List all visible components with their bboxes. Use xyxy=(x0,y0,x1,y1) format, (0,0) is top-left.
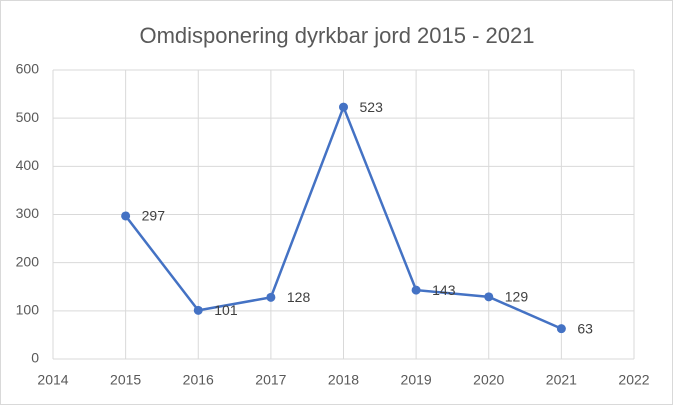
data-point xyxy=(339,102,348,112)
x-tick-label: 2021 xyxy=(546,372,577,388)
y-tick-label: 400 xyxy=(16,157,40,173)
data-point xyxy=(484,292,494,302)
data-label: 101 xyxy=(214,302,238,318)
y-tick-label: 300 xyxy=(16,205,40,221)
x-tick-label: 2016 xyxy=(183,372,214,388)
y-tick-label: 200 xyxy=(16,253,40,269)
x-tick-label: 2022 xyxy=(618,372,649,388)
data-point xyxy=(411,285,421,295)
data-label: 143 xyxy=(432,282,456,298)
y-tick-label: 600 xyxy=(16,61,40,77)
data-label: 129 xyxy=(505,289,529,305)
x-tick-label: 2014 xyxy=(37,372,68,388)
data-label: 63 xyxy=(577,320,593,336)
data-point xyxy=(193,305,203,315)
data-label: 297 xyxy=(142,208,166,224)
x-tick-label: 2017 xyxy=(255,372,286,388)
data-label: 523 xyxy=(360,99,384,115)
y-tick-label: 0 xyxy=(31,350,39,366)
y-tick-label: 500 xyxy=(16,109,40,125)
x-tick-label: 2020 xyxy=(473,372,504,388)
x-tick-label: 2015 xyxy=(110,372,141,388)
x-tick-label: 2019 xyxy=(401,372,432,388)
data-point xyxy=(121,211,131,221)
x-tick-label: 2018 xyxy=(328,372,359,388)
data-point xyxy=(556,324,566,334)
y-tick-label: 100 xyxy=(16,302,40,318)
data-point xyxy=(266,292,276,302)
data-label: 128 xyxy=(287,289,311,305)
chart-title: Omdisponering dyrkbar jord 2015 - 2021 xyxy=(139,23,534,48)
